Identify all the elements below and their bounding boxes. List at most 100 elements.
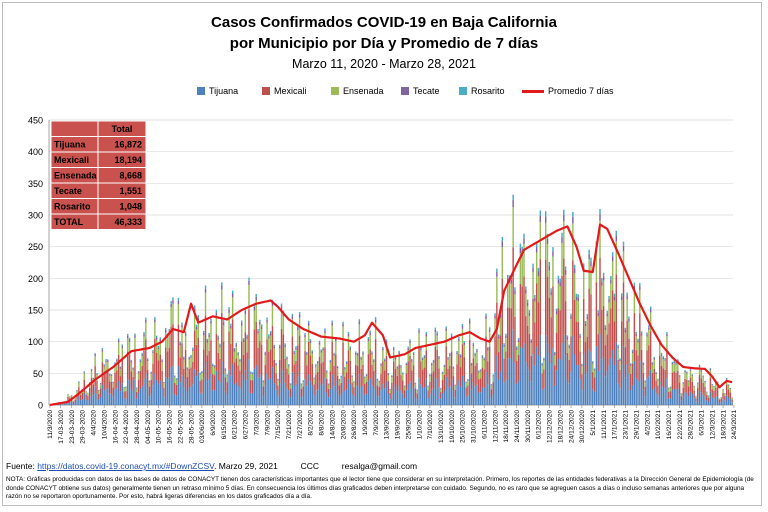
bar-segment-tijuana (148, 396, 151, 405)
bar-segment-mexicali (704, 386, 706, 397)
bar-segment-tecate (501, 241, 504, 248)
bar-segment-rosarito (342, 321, 344, 324)
bar-segment-mexicali (356, 365, 359, 387)
bar-segment-tijuana (456, 385, 458, 405)
bar-segment-tecate (230, 325, 232, 329)
bar-segment-tecate (99, 383, 102, 385)
bar-segment-tecate (526, 302, 529, 306)
bar-segment-rosarito (619, 358, 621, 360)
bar-segment-tecate (577, 297, 580, 302)
bar-segment-tecate (340, 376, 342, 378)
bar-segment-tijuana (452, 391, 455, 405)
bar-segment-rosarito (725, 377, 728, 379)
bar-segment-rosarito (400, 365, 402, 367)
bar-segment-tecate (420, 348, 422, 351)
bar-segment-rosarito (116, 358, 118, 360)
bar-segment-tecate (447, 358, 449, 360)
x-tick-label: 1/10/2020 (416, 410, 423, 440)
bar-segment-mexicali (505, 351, 507, 380)
bar-segment-mexicali (132, 376, 134, 392)
bar-segment-ensenada (548, 270, 551, 298)
bar-segment-ensenada (230, 328, 232, 344)
bar-segment-tecate (443, 365, 446, 368)
x-tick-label: 29/1/2021 (633, 410, 640, 440)
bar-segment-mexicali (474, 365, 476, 387)
bar-segment-ensenada (546, 244, 549, 277)
bar-segment-rosarito (552, 247, 554, 252)
bar-segment-rosarito (512, 194, 514, 201)
bar-segment-tijuana (418, 377, 420, 405)
bar-segment-tijuana (371, 385, 373, 405)
bar-segment-tijuana (172, 366, 174, 405)
bar-segment-tijuana (246, 379, 248, 405)
bar-segment-mexicali (447, 368, 449, 388)
bar-segment-tijuana (577, 365, 580, 405)
bar-segment-mexicali (197, 337, 200, 373)
bar-segment-tecate (570, 316, 572, 320)
bar-segment-tijuana (150, 393, 152, 405)
bar-segment-mexicali (206, 355, 209, 382)
bar-segment-tijuana (631, 385, 634, 405)
bar-segment-rosarito (496, 268, 498, 273)
bar-segment-mexicali (193, 330, 196, 370)
bar-segment-mexicali (271, 326, 274, 368)
bar-segment-mexicali (669, 391, 672, 399)
bar-segment-tecate (172, 300, 174, 304)
bar-segment-ensenada (691, 376, 694, 382)
bar-segment-mexicali (463, 357, 466, 382)
bar-segment-tijuana (727, 397, 730, 405)
bar-segment-tecate (213, 366, 216, 368)
bar-segment-rosarito (430, 362, 433, 364)
bar-segment-tecate (619, 359, 621, 362)
bar-segment-tijuana (626, 364, 628, 405)
bar-segment-tecate (190, 356, 192, 358)
bar-segment-ensenada (318, 344, 321, 357)
bar-segment-mexicali (376, 385, 379, 396)
bar-segment-ensenada (76, 390, 78, 394)
bar-segment-tecate (240, 322, 243, 326)
bar-segment-mexicali (412, 365, 415, 386)
source-link[interactable]: https://datos.covid-19.conacyt.mx/#DownZ… (37, 461, 215, 471)
bar-segment-rosarito (307, 320, 310, 323)
bar-segment-ensenada (581, 366, 583, 375)
bar-segment-tecate (613, 296, 616, 301)
bar-segment-mexicali (126, 351, 129, 380)
bar-segment-tecate (306, 353, 308, 356)
bar-segment-ensenada (192, 351, 194, 362)
bar-segment-tijuana (487, 384, 489, 405)
bar-segment-tijuana (633, 360, 636, 405)
bar-segment-tecate (313, 378, 315, 380)
bar-segment-tecate (630, 364, 632, 366)
bar-segment-mexicali (373, 370, 375, 389)
bar-segment-tecate (103, 365, 105, 367)
bar-segment-tijuana (490, 397, 493, 405)
bar-segment-rosarito (331, 320, 333, 323)
bar-segment-ensenada (434, 332, 437, 347)
x-tick-label: 7/15/2020 (275, 410, 282, 440)
bar-segment-mexicali (499, 335, 502, 372)
bar-segment-mexicali (595, 282, 598, 347)
bar-segment-rosarito (300, 383, 303, 384)
bar-segment-ensenada (213, 367, 216, 376)
bar-segment-mexicali (658, 356, 661, 382)
bar-segment-tijuana (564, 355, 567, 405)
bar-segment-ensenada (478, 372, 480, 380)
bar-segment-tijuana (718, 402, 721, 405)
bar-segment-tijuana (680, 400, 683, 405)
bar-segment-rosarito (184, 331, 187, 334)
bar-segment-mexicali (644, 386, 646, 397)
bar-segment-ensenada (313, 379, 315, 385)
bar-segment-tijuana (259, 374, 261, 405)
bar-segment-tecate (497, 336, 500, 339)
bar-segment-mexicali (718, 400, 721, 403)
bar-segment-tijuana (687, 396, 690, 405)
bar-segment-tecate (181, 324, 183, 328)
bar-segment-ensenada (297, 330, 299, 346)
bar-segment-tijuana (642, 389, 645, 405)
bar-segment-rosarito (577, 294, 580, 298)
bar-segment-ensenada (412, 355, 415, 366)
bar-segment-ensenada (99, 384, 102, 389)
bar-segment-tijuana (282, 371, 285, 405)
bar-segment-mexicali (347, 350, 350, 379)
bar-segment-mexicali (181, 343, 183, 376)
